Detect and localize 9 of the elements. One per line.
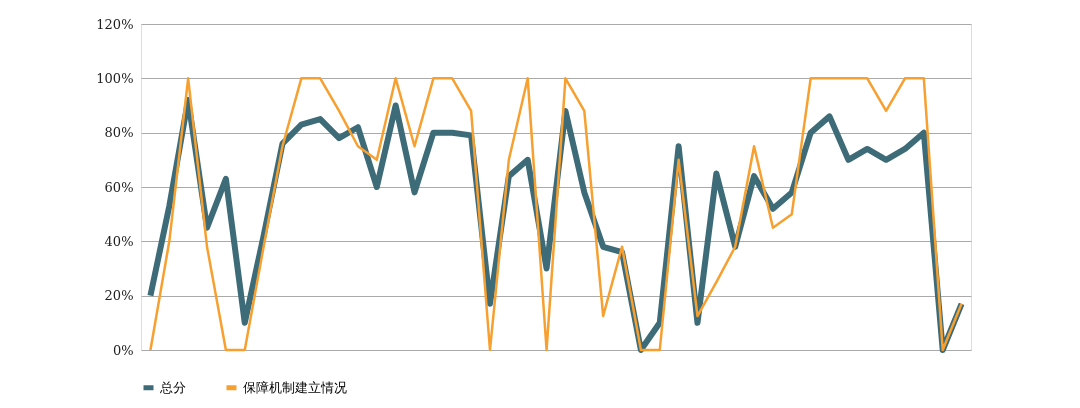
y-tick-label: 60% bbox=[104, 179, 134, 195]
y-tick-label: 120% bbox=[96, 16, 134, 32]
y-tick-label: 20% bbox=[104, 288, 134, 304]
y-tick-label: 0% bbox=[112, 342, 134, 358]
legend-label: 总分 bbox=[159, 379, 186, 395]
y-tick-label: 40% bbox=[104, 233, 134, 249]
legend-label: 保障机制建立情况 bbox=[243, 379, 347, 395]
y-tick-label: 100% bbox=[96, 70, 134, 86]
y-tick-label: 80% bbox=[104, 125, 134, 141]
